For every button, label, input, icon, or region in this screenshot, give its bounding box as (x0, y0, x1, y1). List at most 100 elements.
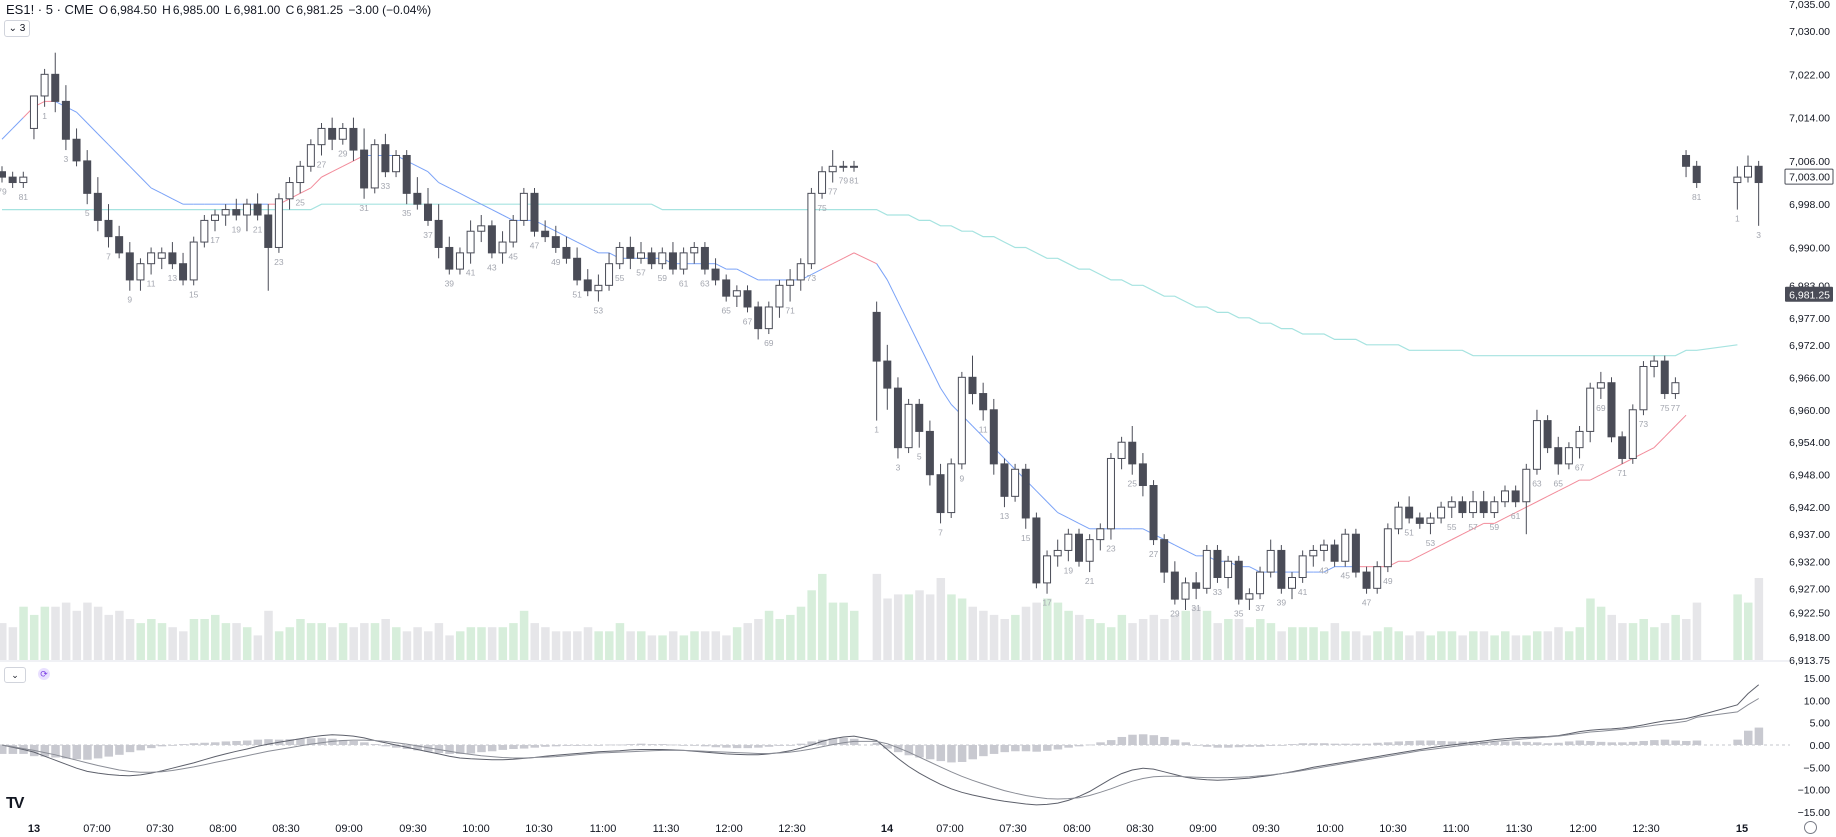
candle (989, 398, 998, 475)
volume-bar (1181, 610, 1190, 660)
macd-histogram-bar (487, 745, 497, 752)
candle-body (690, 246, 699, 254)
volume-bar (1298, 627, 1308, 660)
volume-bar (1373, 631, 1382, 660)
ma-short-segment (940, 387, 952, 405)
bar-count-label: 65 (1554, 479, 1564, 489)
candle (1266, 539, 1275, 578)
volume-bar (1021, 606, 1031, 660)
candle (1319, 539, 1328, 562)
volume-bar (1692, 602, 1702, 660)
macd-histogram-bar (915, 745, 924, 758)
volume-bar (1064, 610, 1073, 660)
volume-bar (1650, 627, 1659, 660)
volume-bar (1266, 623, 1276, 660)
candle-body (1234, 560, 1243, 600)
macd-histogram-bar (979, 745, 988, 757)
volume-bar (1733, 594, 1742, 660)
candle (562, 236, 571, 264)
bar-count-label: 81 (849, 176, 859, 186)
volume-bar (904, 594, 914, 660)
candle-body (1543, 420, 1552, 449)
ma-short-segment (587, 247, 599, 254)
macd-histogram-bar (455, 745, 465, 754)
candle-body (764, 306, 773, 330)
macd-histogram-bar (637, 743, 646, 745)
volume-bar (72, 610, 82, 660)
candle-body (360, 149, 369, 189)
bar-count-label: 67 (743, 316, 753, 326)
bar-count-label: 35 (1234, 609, 1244, 619)
bar-count-label: 25 (1128, 479, 1138, 489)
bar-count-label: 23 (1106, 544, 1116, 554)
ma-short-segment (1430, 544, 1442, 551)
macd-histogram-bar (1426, 740, 1435, 745)
macd-histogram-bar (1671, 740, 1680, 745)
volume-bar (1639, 619, 1648, 660)
volume-bar (883, 598, 892, 660)
time-tick-label: 12:00 (1569, 823, 1597, 835)
candle-body (1650, 360, 1659, 367)
candle-body (711, 268, 720, 281)
price-tags: 6,981.25 7,003.00 (1784, 168, 1834, 302)
indicators-collapse-button[interactable]: ⌄ 3 (4, 20, 30, 37)
candle-body (1426, 517, 1435, 524)
candle (83, 150, 92, 205)
volume-bar (1351, 631, 1361, 660)
candle (424, 187, 432, 226)
ma-short-segment (438, 182, 450, 189)
ma-short-segment (747, 274, 759, 281)
refresh-icon[interactable]: ⟳ (38, 668, 50, 680)
ma-short-segment (299, 187, 312, 194)
ma-short-segment (1494, 517, 1506, 524)
bar-count-label: 21 (253, 224, 263, 234)
price-tick-label: 6,972.00 (1789, 340, 1830, 352)
volume-bar (807, 590, 816, 660)
candle-body (1117, 441, 1126, 459)
candle (872, 301, 881, 421)
candle (1149, 480, 1158, 546)
volume-bar (915, 590, 924, 660)
candle (1469, 490, 1478, 518)
candle (147, 247, 156, 275)
macd-collapse-button[interactable]: ⌄ (4, 667, 26, 683)
candle (381, 133, 390, 178)
candle (1064, 528, 1073, 562)
ma-short-segment (1057, 512, 1069, 519)
candle (1383, 523, 1392, 573)
bar-count-label: 55 (1447, 522, 1457, 532)
volume-bar (690, 631, 699, 660)
candle (775, 279, 784, 318)
volume-bar (1170, 614, 1180, 660)
candle-body (1000, 463, 1009, 497)
symbol-title[interactable]: ES1! · 5 · CME (6, 2, 94, 17)
ma-short-segment (1653, 436, 1666, 448)
candle (0, 166, 6, 183)
settings-icon[interactable] (1804, 821, 1817, 834)
indicator-count: 3 (19, 23, 26, 34)
candle (1564, 442, 1573, 470)
candle-body (221, 209, 230, 216)
macd-histogram-bar (711, 745, 721, 748)
volume-bar (893, 594, 903, 660)
tradingview-logo-icon[interactable]: TV (6, 795, 25, 812)
candle (626, 236, 635, 270)
candle-body (668, 252, 677, 270)
candle-body (1224, 560, 1233, 578)
bar-count-label: 27 (317, 159, 327, 169)
price-tick-label: 6,922.50 (1789, 608, 1830, 620)
macd-histogram-bar (1522, 741, 1531, 745)
macd-histogram-bar (1181, 742, 1190, 745)
volume-bar (1744, 602, 1753, 660)
volume-bar (1405, 635, 1414, 660)
macd-histogram-bar (1532, 742, 1542, 745)
price-tick-label: 6,990.00 (1789, 242, 1830, 254)
macd-histogram-bar (1575, 740, 1585, 745)
macd-histogram-bar (1213, 745, 1222, 748)
macd-histogram-bar (732, 745, 742, 749)
time-tick-label: 10:00 (462, 823, 490, 835)
volume-bar (1224, 619, 1233, 660)
macd-histogram-bar (93, 745, 103, 759)
macd-histogram-bar (1733, 739, 1742, 745)
